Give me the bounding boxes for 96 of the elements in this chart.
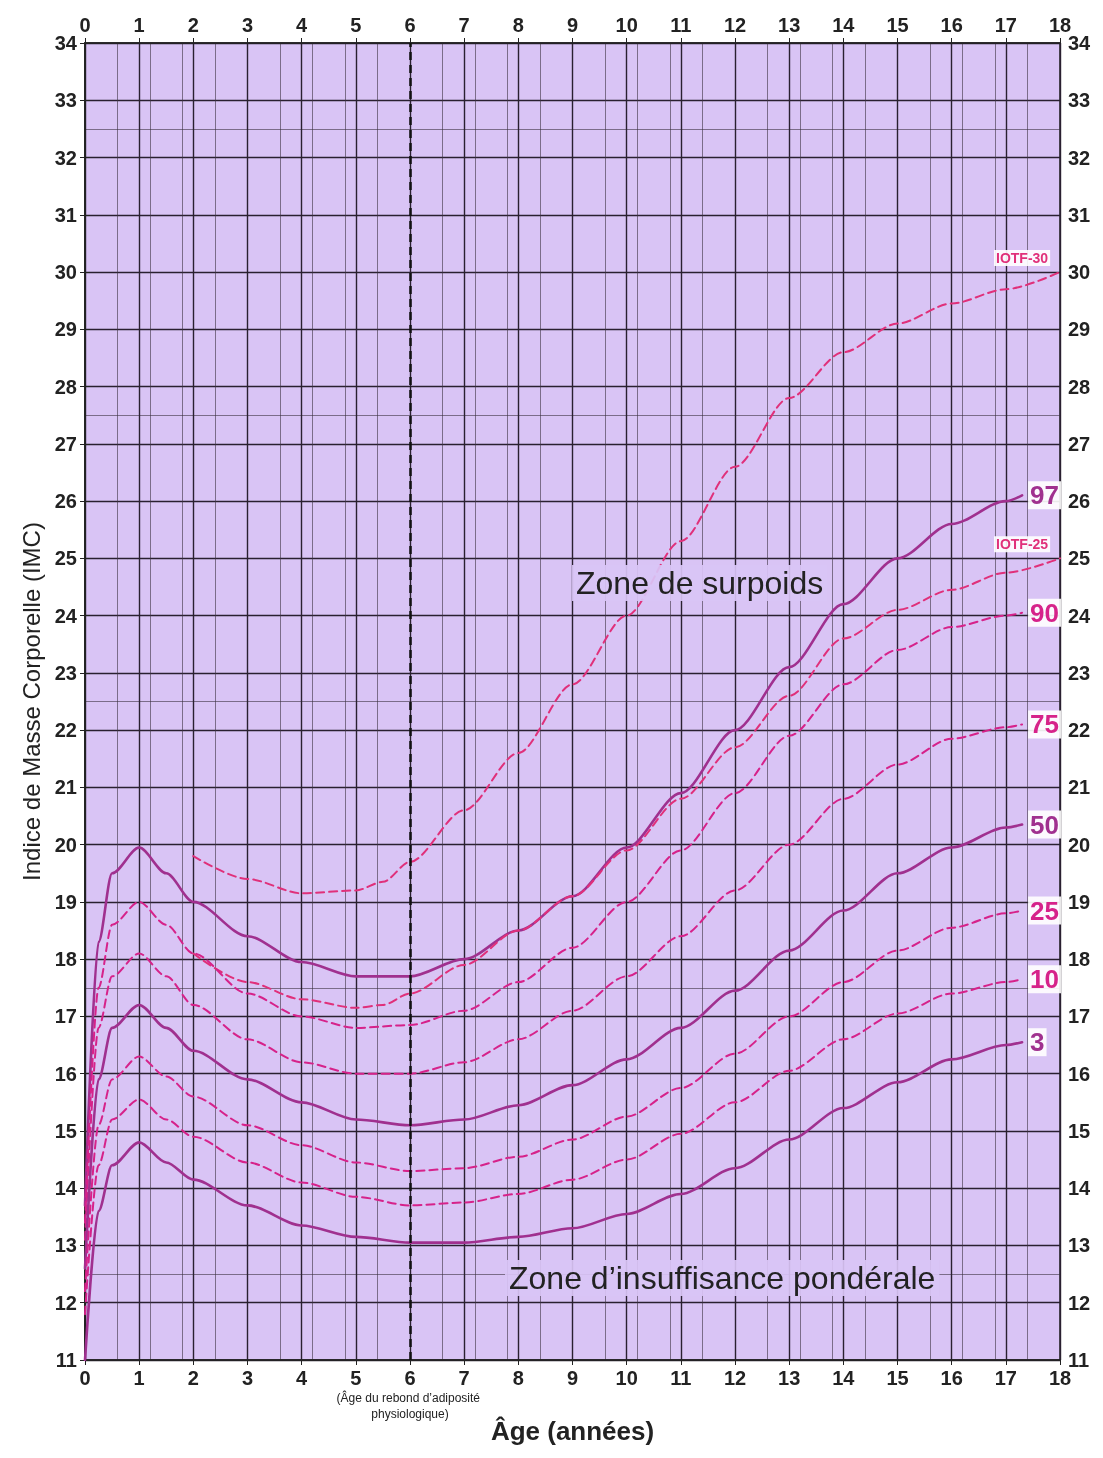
y2-tick-label: 28 [1068, 375, 1091, 398]
x-tick-label: 13 [778, 1367, 801, 1389]
x-tick-label: 0 [79, 1367, 91, 1389]
y-tick-label: 17 [54, 1005, 77, 1028]
y-tick-label: 30 [54, 261, 77, 284]
x-tick-label: 3 [241, 1367, 254, 1389]
x-tick-label: 5 [350, 1367, 362, 1389]
x2-tick-label: 7 [458, 14, 470, 36]
y-tick-label: 25 [54, 547, 77, 570]
x-tick-label: 14 [832, 1367, 856, 1389]
series-label: 25 [1030, 895, 1060, 926]
series-label: 3 [1030, 1027, 1045, 1058]
x-tick-label: 15 [886, 1367, 909, 1389]
x2-tick-label: 13 [778, 14, 801, 36]
x2-tick-label: 5 [350, 14, 362, 36]
y2-tick-label: 26 [1068, 490, 1091, 513]
x2-tick-label: 1 [133, 14, 145, 36]
x2-tick-label: 15 [886, 14, 909, 36]
ref-line-label: (Âge du rebond d’adiposité physiologique) [336, 1390, 484, 1421]
y-tick-label: 22 [54, 719, 77, 742]
y2-tick-label: 30 [1068, 261, 1091, 284]
y-tick-label: 27 [54, 432, 77, 455]
y2-tick-label: 18 [1068, 948, 1091, 971]
x-tick-label: 4 [296, 1367, 309, 1389]
x2-tick-label: 12 [723, 14, 747, 36]
y2-tick-label: 33 [1068, 89, 1091, 112]
x-tick-label: 11 [670, 1367, 692, 1389]
x2-tick-label: 2 [187, 14, 199, 36]
x2-tick-label: 8 [512, 14, 524, 36]
x2-tick-label: 11 [670, 14, 692, 36]
y-tick-label: 15 [54, 1119, 77, 1142]
y-tick-label: 32 [54, 146, 77, 169]
series-label: 50 [1030, 809, 1060, 840]
x2-tick-label: 17 [994, 14, 1017, 36]
x-tick-label: 8 [512, 1367, 524, 1389]
annotation: Zone d’insuffisance pondérale [509, 1260, 936, 1296]
x-tick-label: 1 [133, 1367, 145, 1389]
y2-tick-label: 21 [1068, 776, 1091, 799]
x2-tick-label: 0 [79, 14, 91, 36]
y-tick-label: 34 [54, 32, 78, 54]
y-tick-label: 18 [54, 948, 77, 971]
y-tick-label: 26 [54, 490, 77, 513]
y2-tick-label: 29 [1068, 318, 1091, 341]
y-tick-label: 29 [54, 318, 77, 341]
y2-tick-label: 27 [1068, 432, 1091, 455]
x-tick-label: 12 [723, 1367, 747, 1389]
y2-tick-label: 31 [1068, 203, 1091, 226]
y-tick-label: 11 [55, 1349, 77, 1371]
series-label: IOTF-25 [996, 536, 1049, 553]
y-tick-label: 24 [54, 604, 78, 627]
y-tick-label: 19 [54, 890, 77, 913]
y2-tick-label: 14 [1068, 1177, 1092, 1200]
x-tick-label: 6 [404, 1367, 416, 1389]
y2-tick-label: 20 [1068, 833, 1091, 856]
y2-tick-label: 23 [1068, 661, 1091, 684]
y-tick-label: 16 [54, 1062, 77, 1085]
series-label: 75 [1030, 709, 1060, 740]
y-tick-label: 13 [54, 1234, 77, 1257]
x2-tick-label: 16 [940, 14, 963, 36]
y2-tick-label: 24 [1068, 604, 1092, 627]
x-tick-label: 7 [458, 1367, 470, 1389]
y2-tick-label: 32 [1068, 146, 1091, 169]
x-tick-label: 17 [994, 1367, 1017, 1389]
y-tick-label: 21 [54, 776, 77, 799]
y2-tick-label: 16 [1068, 1062, 1091, 1085]
x-tick-label: 10 [615, 1367, 638, 1389]
x-tick-label: 9 [566, 1367, 579, 1389]
y-tick-label: 14 [54, 1177, 78, 1200]
x2-tick-label: 14 [832, 14, 856, 36]
y2-tick-label: 17 [1068, 1005, 1091, 1028]
x-tick-label: 2 [187, 1367, 199, 1389]
series-label: IOTF-30 [996, 250, 1049, 267]
y-tick-label: 31 [54, 203, 77, 226]
y2-tick-label: 19 [1068, 890, 1091, 913]
y-axis-title: Indice de Masse Corporelle (IMC) [18, 522, 46, 881]
y-tick-label: 23 [54, 661, 77, 684]
x2-tick-label: 10 [615, 14, 638, 36]
x2-tick-label: 6 [404, 14, 416, 36]
y2-tick-label: 22 [1068, 719, 1091, 742]
series-label: 10 [1030, 964, 1060, 995]
series-label: 97 [1030, 480, 1060, 511]
y-tick-label: 33 [54, 89, 77, 112]
y-tick-label: 12 [54, 1291, 77, 1314]
x2-tick-label: 9 [566, 14, 579, 36]
annotation: Zone de surpoids [576, 565, 824, 601]
series-label: 90 [1030, 597, 1060, 628]
y2-tick-label: 12 [1068, 1291, 1091, 1314]
y2-tick-label: 13 [1068, 1234, 1091, 1257]
y-tick-label: 28 [54, 375, 77, 398]
x-axis-title: Âge (années) [490, 1416, 655, 1446]
y2-tick-label: 25 [1068, 547, 1091, 570]
x-tick-label: 16 [940, 1367, 963, 1389]
y-tick-label: 20 [54, 833, 77, 856]
y2-tick-label: 15 [1068, 1119, 1091, 1142]
x2-tick-label: 4 [296, 14, 309, 36]
x2-tick-label: 3 [241, 14, 254, 36]
